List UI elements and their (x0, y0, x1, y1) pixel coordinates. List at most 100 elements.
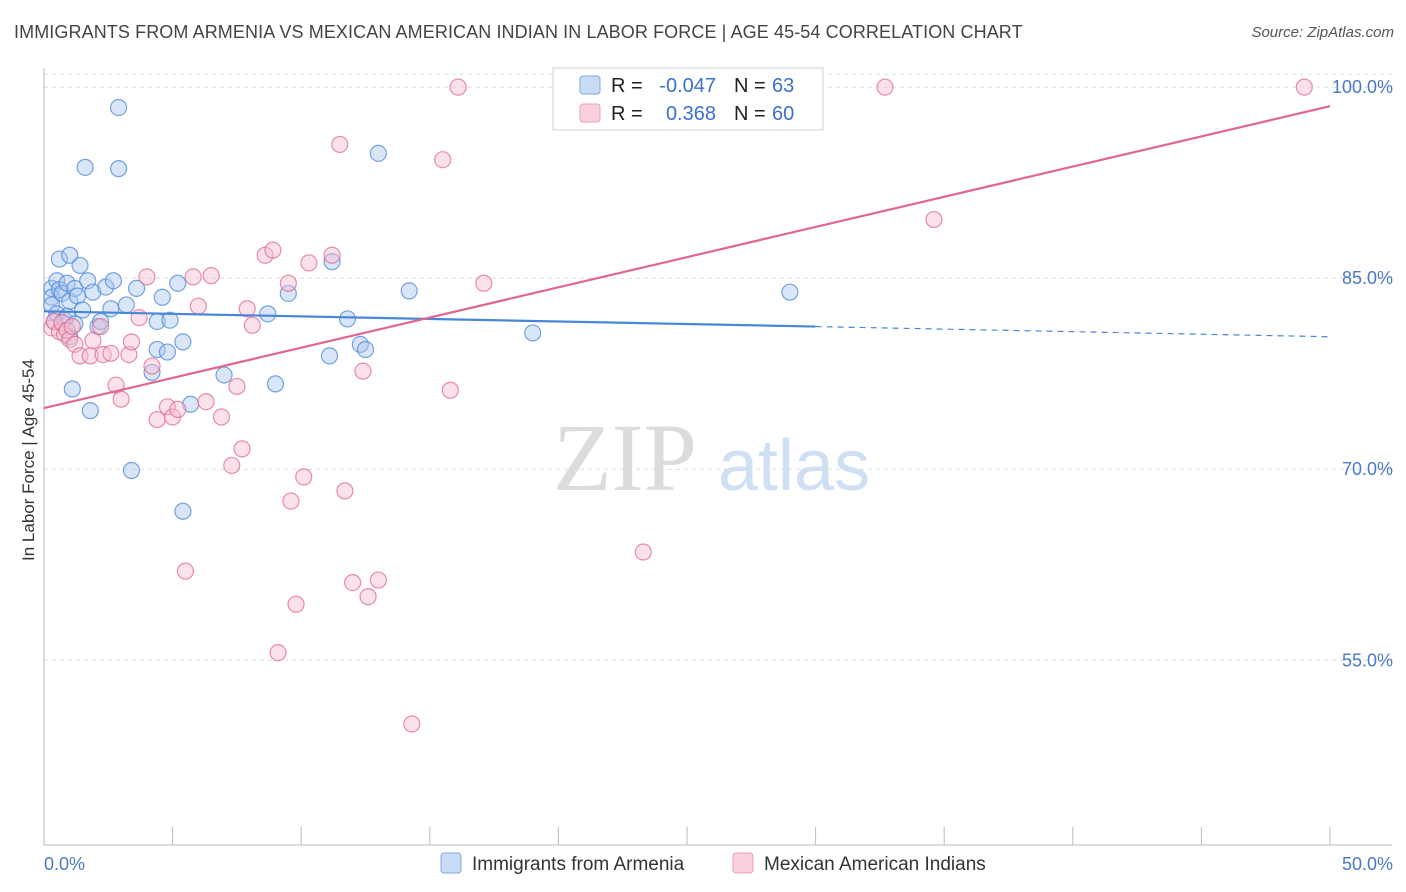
legend-r-label-mexican: R = (611, 103, 643, 125)
point-mexican (223, 456, 241, 475)
point-mexican (876, 78, 894, 96)
point-armenia (369, 144, 387, 162)
point-armenia (169, 274, 187, 292)
point-mexican (264, 241, 282, 259)
point-mexican (282, 492, 300, 510)
x-tick-label-min: 0.0% (44, 854, 85, 874)
point-mexican (91, 317, 110, 336)
chart-source: Source: ZipAtlas.com (1251, 24, 1394, 41)
legend-r-value-mexican: 0.368 (666, 103, 716, 125)
point-mexican (143, 357, 161, 375)
point-mexican (84, 331, 102, 350)
point-armenia (50, 250, 69, 268)
point-armenia (122, 461, 141, 480)
legend-n-value-armenia: 63 (772, 75, 794, 97)
point-mexican (354, 362, 372, 380)
axes (43, 68, 1392, 846)
point-armenia (174, 502, 192, 520)
point-armenia (102, 300, 120, 318)
point-mexican (475, 274, 493, 292)
point-armenia (259, 305, 277, 323)
point-mexican (184, 268, 202, 286)
grid (44, 73, 1392, 661)
series-legend-swatch-armenia (440, 852, 462, 874)
chart-title: IMMIGRANTS FROM ARMENIA VS MEXICAN AMERI… (14, 22, 1023, 42)
point-armenia (143, 363, 161, 382)
point-armenia (323, 253, 341, 271)
point-armenia (61, 246, 79, 264)
point-mexican (269, 644, 287, 662)
point-mexican (634, 543, 652, 561)
point-armenia (174, 333, 192, 351)
point-armenia (266, 375, 285, 393)
point-mexican (102, 344, 120, 362)
series-legend: Immigrants from Armenia Mexican American… (440, 852, 986, 875)
point-mexican (295, 468, 313, 486)
point-armenia (215, 366, 233, 384)
point-armenia (524, 324, 542, 342)
trend-lines (43, 105, 1331, 410)
trend-line-mexican (43, 105, 1331, 410)
legend-n-value-mexican: 60 (772, 103, 794, 125)
point-armenia (63, 380, 81, 398)
point-mexican (344, 574, 362, 592)
y-tick-label: 55.0% (1342, 650, 1393, 670)
point-mexican (158, 398, 177, 416)
point-mexican (323, 246, 341, 264)
point-armenia (43, 296, 61, 314)
point-armenia (158, 343, 177, 361)
legend-n-label-mexican: N = (734, 103, 766, 125)
point-mexican (369, 571, 387, 589)
point-armenia (109, 160, 128, 178)
legend-r-label-armenia: R = (611, 75, 643, 97)
point-armenia (148, 340, 166, 359)
x-tick-label-max: 50.0% (1342, 854, 1393, 874)
point-armenia (104, 272, 123, 290)
point-armenia (161, 311, 179, 329)
data-points (43, 78, 1313, 733)
point-mexican (434, 151, 452, 169)
point-armenia (351, 335, 369, 354)
point-mexican (63, 317, 81, 336)
correlation-legend: R = -0.047 N = 63 R = 0.368 N = 60 (552, 67, 824, 131)
series-legend-label-mexican: Mexican American Indians (764, 854, 986, 875)
point-armenia (356, 340, 375, 359)
point-mexican (189, 297, 207, 315)
series-legend-swatch-mexican (732, 852, 754, 874)
legend-n-label-armenia: N = (734, 75, 766, 97)
point-mexican (300, 254, 318, 272)
series-legend-label-armenia: Immigrants from Armenia (472, 854, 685, 875)
point-armenia (320, 347, 339, 365)
point-mexican (138, 268, 156, 286)
point-mexican (122, 333, 141, 351)
point-armenia (338, 310, 357, 328)
point-mexican (336, 482, 354, 500)
point-mexican (212, 408, 231, 426)
point-armenia (81, 402, 99, 420)
point-mexican (441, 381, 459, 399)
legend-swatch-armenia (579, 75, 601, 95)
point-armenia (781, 283, 799, 301)
point-mexican (197, 393, 215, 411)
point-armenia (71, 256, 89, 275)
point-mexican (238, 300, 256, 318)
point-mexican (1295, 78, 1313, 96)
legend-swatch-mexican (579, 103, 601, 123)
point-mexican (176, 562, 195, 580)
point-mexican (331, 135, 349, 154)
point-mexican (233, 440, 251, 458)
point-mexican (169, 400, 187, 418)
y-tick-label: 70.0% (1342, 459, 1393, 479)
legend-r-value-armenia: -0.047 (659, 75, 716, 97)
point-armenia (153, 288, 171, 306)
point-armenia (84, 283, 102, 301)
point-mexican (287, 595, 305, 613)
point-mexican (61, 330, 79, 348)
point-mexican (202, 267, 220, 285)
point-mexican (925, 210, 943, 229)
point-mexican (243, 316, 261, 334)
point-mexican (359, 588, 377, 606)
point-mexican (279, 274, 297, 292)
point-armenia (117, 296, 135, 314)
point-armenia (279, 284, 297, 303)
